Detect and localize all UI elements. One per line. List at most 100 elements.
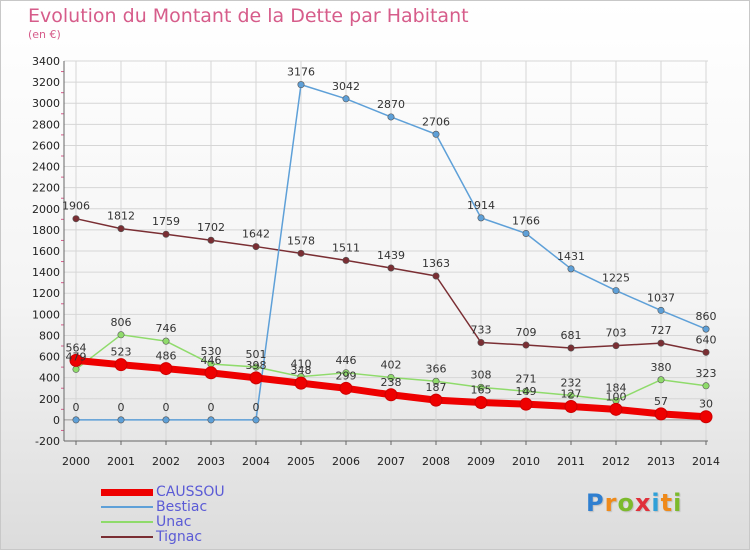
data-point-unac xyxy=(252,363,260,371)
data-point-tignac xyxy=(72,215,80,223)
data-label-bestiac: 0 xyxy=(118,401,125,414)
data-label-tignac: 733 xyxy=(471,324,492,337)
data-label-tignac: 1578 xyxy=(287,234,315,247)
data-point-tignac xyxy=(567,344,575,352)
legend-label-unac: Unac xyxy=(156,514,192,530)
data-labels: 1906 1812 1759 1702 1642 1578 1511 1439 1363 733 7… xyxy=(62,66,717,414)
data-point-caussou xyxy=(114,358,128,372)
data-point-unac xyxy=(657,376,665,384)
y-tick-label: 800 xyxy=(39,329,60,342)
y-tick-label: 400 xyxy=(39,372,60,385)
data-point-tignac xyxy=(432,272,440,280)
data-label-unac: 806 xyxy=(111,316,132,329)
data-label-unac: 380 xyxy=(651,361,672,374)
y-tick-label: 0 xyxy=(53,414,60,427)
y-tick-label: 2800 xyxy=(32,118,60,131)
legend-swatch-unac xyxy=(101,521,153,523)
data-label-caussou: 564 xyxy=(66,341,87,354)
data-label-caussou: 127 xyxy=(561,387,582,400)
data-label-caussou: 57 xyxy=(654,395,668,408)
grid xyxy=(64,60,708,442)
data-point-tignac xyxy=(162,230,170,238)
legend-swatch-caussou xyxy=(101,489,153,496)
x-tick-label: 2012 xyxy=(602,455,630,468)
data-point-caussou xyxy=(609,402,623,416)
data-label-unac: 479 xyxy=(66,350,87,363)
x-tick-label: 2006 xyxy=(332,455,360,468)
data-label-caussou: 446 xyxy=(201,354,222,367)
x-tick-label: 2001 xyxy=(107,455,135,468)
data-label-bestiac: 1766 xyxy=(512,214,540,227)
logo-letter: o xyxy=(617,489,635,517)
data-label-tignac: 640 xyxy=(696,333,717,346)
data-point-unac xyxy=(567,391,575,399)
y-tick-label: 1200 xyxy=(32,287,60,300)
data-label-tignac: 709 xyxy=(516,326,537,339)
data-label-tignac: 1702 xyxy=(197,221,225,234)
data-point-bestiac xyxy=(702,325,710,333)
data-label-caussou: 348 xyxy=(291,364,312,377)
data-point-unac xyxy=(117,331,125,339)
data-point-bestiac xyxy=(522,229,530,237)
legend-item-caussou: CAUSSOU xyxy=(101,484,301,500)
data-label-bestiac: 1225 xyxy=(602,272,630,285)
data-label-bestiac: 3042 xyxy=(332,80,360,93)
chart-subtitle: (en €) xyxy=(28,28,61,41)
data-point-unac xyxy=(342,369,350,377)
legend-label-bestiac: Bestiac xyxy=(156,499,208,515)
data-point-unac xyxy=(702,382,710,390)
legend-label-tignac: Tignac xyxy=(156,529,203,545)
logo-letter: t xyxy=(660,489,674,517)
data-label-caussou: 523 xyxy=(111,346,132,359)
legend-item-unac: Unac xyxy=(101,514,301,530)
x-tick-label: 2007 xyxy=(377,455,405,468)
data-point-tignac xyxy=(612,342,620,350)
data-point-bestiac xyxy=(252,416,260,424)
data-point-caussou xyxy=(384,388,398,402)
data-point-unac xyxy=(522,387,530,395)
data-label-caussou: 398 xyxy=(246,359,267,372)
x-tick-label: 2008 xyxy=(422,455,450,468)
legend: CAUSSOU Bestiac Unac Tignac xyxy=(101,484,301,545)
x-tick-label: 2003 xyxy=(197,455,225,468)
x-tick-label: 2000 xyxy=(62,455,90,468)
data-label-caussou: 100 xyxy=(606,390,627,403)
data-label-bestiac: 0 xyxy=(208,401,215,414)
data-point-caussou xyxy=(159,362,173,376)
data-label-tignac: 1363 xyxy=(422,257,450,270)
data-point-bestiac xyxy=(477,214,485,222)
y-tick-label: 2000 xyxy=(32,203,60,216)
y-tick-label: -200 xyxy=(35,435,60,448)
x-tick-label: 2009 xyxy=(467,455,495,468)
x-tick-label: 2014 xyxy=(692,455,720,468)
data-label-tignac: 681 xyxy=(561,329,582,342)
data-label-tignac: 1439 xyxy=(377,249,405,262)
data-label-tignac: 1906 xyxy=(62,200,90,213)
data-label-unac: 271 xyxy=(516,372,537,385)
data-point-caussou xyxy=(69,353,83,367)
logo-letter: i xyxy=(673,489,683,517)
data-point-unac xyxy=(387,373,395,381)
data-label-caussou: 486 xyxy=(156,350,177,363)
data-point-caussou xyxy=(699,410,713,424)
chart-title: Evolution du Montant de la Dette par Hab… xyxy=(28,5,469,27)
logo-letter: r xyxy=(604,489,618,517)
data-point-bestiac xyxy=(162,416,170,424)
x-tick-label: 2013 xyxy=(647,455,675,468)
data-point-bestiac xyxy=(342,95,350,103)
data-point-tignac xyxy=(477,339,485,347)
legend-swatch-bestiac xyxy=(101,506,153,508)
data-label-caussou: 30 xyxy=(699,398,713,411)
data-label-bestiac: 0 xyxy=(253,401,260,414)
y-tick-label: 2400 xyxy=(32,161,60,174)
data-label-bestiac: 1037 xyxy=(647,291,675,304)
data-point-caussou xyxy=(654,407,668,421)
data-point-bestiac xyxy=(117,416,125,424)
y-tick-label: 200 xyxy=(39,393,60,406)
y-tick-label: 1400 xyxy=(32,266,60,279)
y-tick-label: 2200 xyxy=(32,182,60,195)
data-label-unac: 410 xyxy=(291,358,312,371)
data-point-caussou xyxy=(429,393,443,407)
data-label-bestiac: 1914 xyxy=(467,199,495,212)
